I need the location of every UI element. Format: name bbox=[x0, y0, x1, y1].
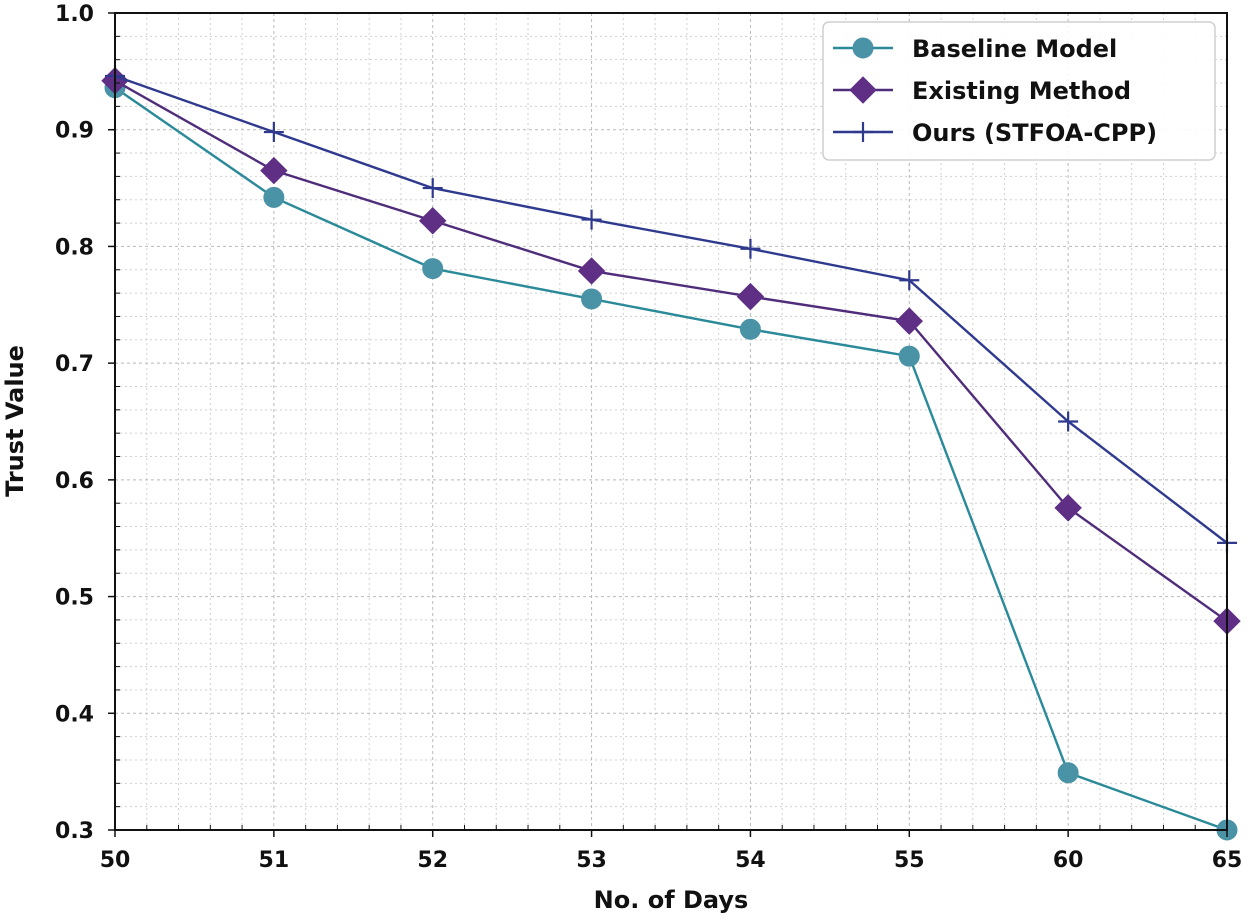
y-tick-labels: 0.3 0.4 0.5 0.6 0.7 0.8 0.9 1.0 bbox=[55, 2, 94, 844]
series-line bbox=[114, 74, 1228, 544]
axis-ticks bbox=[108, 12, 1228, 837]
legend-marker bbox=[852, 37, 874, 59]
legend-entry: Baseline Model bbox=[833, 35, 1117, 63]
data-point bbox=[422, 258, 444, 280]
series-existing-method bbox=[101, 66, 1241, 635]
data-point bbox=[736, 282, 765, 311]
data-point bbox=[1057, 762, 1079, 784]
series-line bbox=[114, 86, 1228, 832]
y-axis-label: Trust Value bbox=[1, 345, 29, 497]
y-tick-label: 0.4 bbox=[55, 702, 94, 727]
y-tick-label: 0.9 bbox=[55, 119, 94, 144]
x-tick-label: 52 bbox=[417, 848, 448, 873]
data-point bbox=[577, 257, 606, 285]
x-tick-label: 51 bbox=[259, 848, 290, 873]
y-tick-label: 0.6 bbox=[55, 469, 94, 494]
y-tick-label: 0.7 bbox=[55, 352, 94, 377]
series-layer bbox=[101, 66, 1241, 841]
x-tick-label: 55 bbox=[894, 848, 925, 873]
legend-entry: Existing Method bbox=[833, 76, 1131, 105]
legend-box bbox=[822, 21, 1216, 161]
legend-marker bbox=[849, 76, 877, 104]
data-point bbox=[260, 156, 288, 185]
y-tick-label: 0.5 bbox=[55, 586, 94, 611]
data-point bbox=[1058, 411, 1079, 432]
data-point bbox=[740, 238, 761, 259]
y-tick-label: 1.0 bbox=[55, 2, 94, 27]
legend: Baseline Model Existing Method Ours (STFOA… bbox=[822, 21, 1216, 161]
legend-label: Existing Method bbox=[912, 77, 1131, 105]
x-tick-label: 50 bbox=[100, 848, 131, 873]
y-tick-label: 0.8 bbox=[55, 235, 94, 260]
data-point bbox=[422, 178, 443, 199]
x-tick-label: 65 bbox=[1212, 848, 1243, 873]
data-point bbox=[263, 186, 285, 208]
data-point bbox=[895, 307, 923, 335]
series-ours-stfoa-cpp bbox=[105, 66, 1237, 553]
data-point bbox=[739, 318, 761, 340]
x-tick-label: 53 bbox=[576, 848, 607, 873]
x-tick-label: 60 bbox=[1053, 848, 1084, 873]
legend-label: Ours (STFOA-CPP) bbox=[912, 119, 1157, 147]
x-tick-labels: 50 51 52 53 54 55 60 65 bbox=[100, 848, 1243, 873]
data-point bbox=[899, 270, 920, 291]
legend-label: Baseline Model bbox=[912, 35, 1117, 63]
legend-entry: Ours (STFOA-CPP) bbox=[833, 119, 1157, 147]
data-point bbox=[1054, 494, 1082, 522]
x-axis-label: No. of Days bbox=[594, 886, 749, 914]
y-tick-label: 0.3 bbox=[55, 819, 94, 844]
data-point bbox=[419, 207, 447, 235]
series-line bbox=[114, 79, 1228, 623]
data-point bbox=[581, 209, 602, 230]
series-baseline-model bbox=[104, 77, 1238, 841]
data-point bbox=[581, 288, 603, 310]
legend-marker bbox=[853, 122, 873, 142]
plot-frame bbox=[114, 12, 1228, 831]
x-tick-label: 54 bbox=[735, 848, 766, 873]
data-point bbox=[898, 345, 920, 367]
data-point bbox=[263, 122, 284, 143]
